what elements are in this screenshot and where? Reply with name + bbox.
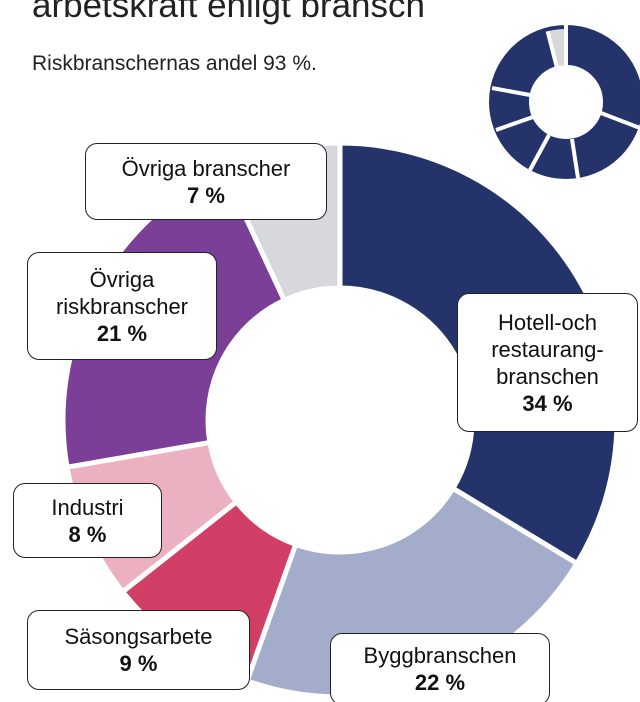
- category-label: Byggbranschen: [363, 643, 517, 668]
- chart-subtitle: Riskbranschernas andel 93 %.: [32, 52, 317, 75]
- label-box: Övriga riskbranscher 21 %: [27, 252, 217, 360]
- chart-title: arbetskraft enligt bransch: [32, 0, 425, 25]
- value-label: 7 %: [187, 182, 225, 208]
- category-label: Övriga riskbranscher: [55, 266, 189, 319]
- label-box: Övriga branscher 7 %: [85, 143, 327, 220]
- category-label: Hotell-och restaurang-branschen: [491, 309, 604, 389]
- label-box: Säsongsarbete 9 %: [27, 610, 250, 690]
- value-label: 9 %: [119, 651, 158, 676]
- value-label: 34 %: [522, 390, 573, 416]
- label-box: Industri 8 %: [13, 483, 162, 558]
- value-label: 8 %: [68, 521, 107, 547]
- category-label: Säsongsarbete: [64, 624, 213, 649]
- icon-donut: [489, 25, 640, 179]
- label-box: Hotell-och restaurang-branschen 34 %: [457, 293, 638, 432]
- category-label: Industri: [51, 494, 124, 520]
- label-box: Byggbranschen 22 %: [330, 633, 550, 702]
- value-label: 22 %: [414, 670, 466, 695]
- value-label: 21 %: [96, 320, 148, 346]
- category-label: Övriga branscher: [121, 155, 291, 181]
